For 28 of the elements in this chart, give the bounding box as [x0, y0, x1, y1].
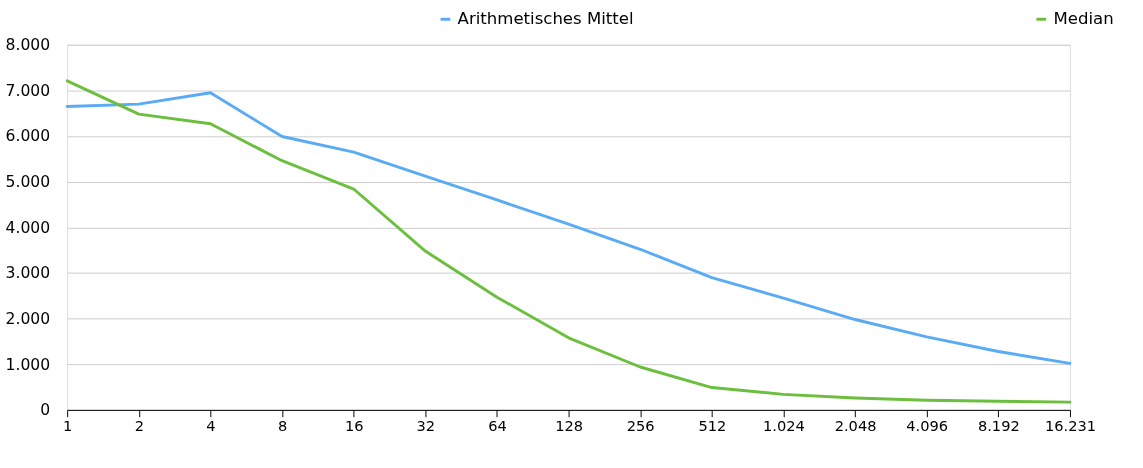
x-tick-label: 4: [206, 416, 216, 434]
line-series: [65, 79, 1072, 404]
x-tick-label: 4.096: [906, 416, 949, 434]
y-tick-label: 2.000: [5, 309, 51, 328]
y-tick-label: 3.000: [5, 264, 51, 283]
x-tick-label: 32: [416, 416, 436, 434]
y-tick-label: 0: [40, 401, 51, 420]
line-series: [65, 91, 1072, 365]
x-tick-label: 256: [626, 416, 655, 434]
y-tick-label: 7.000: [5, 81, 51, 100]
x-tick-label: 16: [344, 416, 364, 434]
x-tick-label: 512: [698, 416, 727, 434]
x-tick-label: 8.192: [977, 416, 1020, 434]
x-tick-label: 2: [134, 416, 144, 434]
x-tick-label: 128: [555, 416, 583, 434]
y-tick-label: 6.000: [5, 127, 51, 146]
y-tick-label: 8.000: [5, 36, 51, 55]
x-tick-label: 2.048: [834, 416, 877, 434]
x-tick-label: 1: [63, 416, 73, 434]
x-tick-label: 8: [277, 416, 288, 434]
legend-label: Arithmetisches Mittel: [457, 9, 634, 29]
x-tick-label: 64: [488, 416, 507, 434]
y-tick-label: 4.000: [5, 218, 51, 237]
legend-label: Median: [1053, 9, 1114, 29]
y-tick-label: 5.000: [5, 173, 51, 192]
x-tick-label: 16.231: [1044, 416, 1097, 434]
x-tick-label: 1.024: [763, 416, 805, 434]
y-tick-label: 1.000: [5, 355, 51, 374]
